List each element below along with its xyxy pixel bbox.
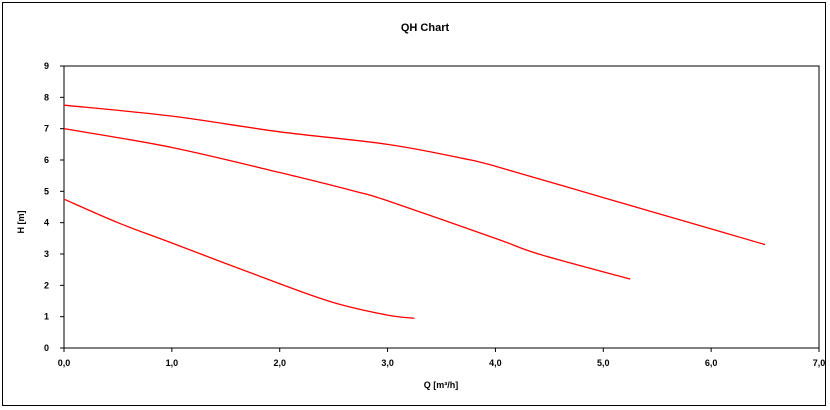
series-group	[63, 104, 766, 319]
y-tick-label: 5	[44, 186, 49, 196]
chart-title: QH Chart	[401, 22, 450, 34]
y-tick-label: 7	[44, 124, 49, 134]
x-tick-label: 0,0	[58, 358, 71, 368]
y-tick-label: 0	[44, 343, 49, 353]
plot-area	[63, 65, 820, 349]
y-axis-ticks: 0 1 2 3 4 5 6 7 8 9	[44, 61, 49, 353]
y-tick-label: 3	[44, 249, 49, 259]
y-axis-label: H [m]	[16, 211, 26, 234]
x-axis-ticks: 0,0 1,0 2,0 3,0 4,0 5,0 6,0 7,0	[58, 358, 826, 368]
x-tick-label: 1,0	[166, 358, 179, 368]
x-axis-label: Q [m³/h]	[424, 380, 459, 390]
y-tick-label: 9	[44, 61, 49, 71]
y-tick-label: 4	[44, 218, 49, 228]
x-tick-label: 6,0	[705, 358, 718, 368]
x-tick-label: 4,0	[489, 358, 502, 368]
y-tick-label: 1	[44, 312, 49, 322]
x-tick-label: 2,0	[273, 358, 286, 368]
series-line-2	[63, 128, 631, 280]
y-tick-label: 6	[44, 155, 49, 165]
plot-border	[63, 65, 820, 349]
y-tick-label: 2	[44, 280, 49, 290]
series-line-1	[63, 104, 766, 246]
y-tick-label: 8	[44, 92, 49, 102]
x-tick-label: 5,0	[597, 358, 610, 368]
series-line-3	[63, 198, 415, 319]
x-tick-label: 3,0	[381, 358, 394, 368]
x-tick-label: 7,0	[813, 358, 826, 368]
